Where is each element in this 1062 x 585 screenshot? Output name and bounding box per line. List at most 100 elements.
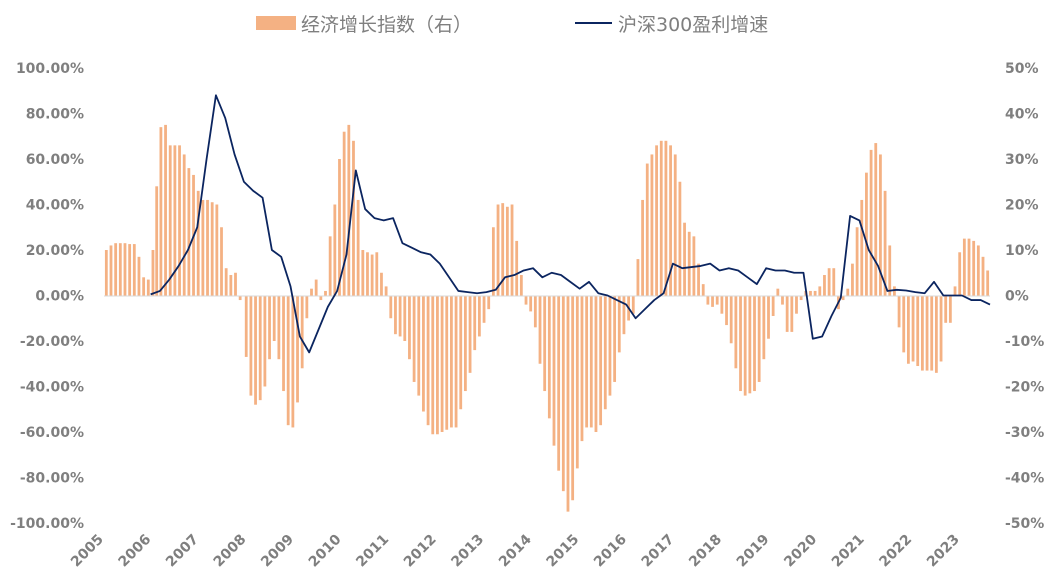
x-tick-label: 2013 [448,532,487,571]
bar [622,295,626,335]
legend-bar-label: 经济增长指数（右） [301,14,472,36]
bar [855,227,859,296]
bar [244,295,248,357]
bar [869,149,873,296]
right-tick-label: 50% [1005,61,1039,77]
bar [897,295,901,328]
bar [631,295,635,314]
bar [841,295,845,301]
x-tick-label: 2008 [211,532,250,571]
left-tick-label: 60.00% [26,152,84,168]
bar [650,154,654,296]
bar [575,295,579,469]
bar [860,199,864,296]
bar [422,295,425,412]
bar [962,238,966,296]
x-tick-label: 2014 [496,531,535,570]
bar [776,288,780,296]
bar [328,236,332,296]
x-tick-label: 2020 [781,531,820,570]
bar [123,243,127,296]
bar [533,295,537,328]
right-tick-label: 20% [1005,198,1039,214]
bar [389,295,393,319]
bar [790,295,794,332]
bar [529,295,533,312]
bar [543,295,547,392]
bar [846,288,850,296]
bar [906,295,910,364]
bar [720,295,724,314]
bar [557,295,561,471]
bar [827,268,831,296]
bar [305,295,309,319]
bar [687,231,691,296]
right-axis: 50% 40% 30% 20% 10% 0% -10% -20% -30% -40% -50% [1005,61,1044,532]
bar [566,295,570,512]
bar [314,279,318,296]
bar [613,295,617,382]
left-tick-label: -100.00% [10,516,84,532]
bar [818,286,822,296]
bar [282,295,285,392]
bar [375,252,379,296]
bar [450,295,453,428]
bar [813,290,817,296]
x-tick-label: 2018 [686,532,725,571]
bar [972,240,976,296]
bar [445,295,449,430]
bar [114,243,118,296]
bar [436,295,439,435]
bar [851,263,854,296]
bar [319,295,323,301]
bar [762,295,766,360]
bar [515,240,519,296]
bar [128,244,132,296]
bar [487,295,491,310]
bar [496,204,500,296]
bar [220,227,223,296]
bar [524,295,528,305]
bar [715,295,719,305]
right-tick-label: -30% [1005,425,1044,441]
bar [967,238,971,296]
bar [641,199,644,296]
bar [739,295,742,392]
bar [291,295,295,428]
bar [571,295,575,501]
x-tick-label: 2016 [591,532,630,571]
bar [920,295,924,371]
x-tick-label: 2019 [734,532,773,571]
bar [669,145,672,296]
bar [263,295,267,387]
bar [925,295,929,371]
bar [132,244,136,296]
bar [734,295,738,369]
bar [505,206,509,296]
bar [916,295,920,367]
bar [187,168,191,296]
left-tick-label: -40.00% [20,380,84,396]
bar [883,190,887,296]
bar [603,295,607,410]
bar [272,295,276,341]
bar [300,295,304,369]
bar [137,256,141,296]
bar-series [104,124,990,512]
bar [403,295,407,341]
bar [118,243,122,296]
bar [659,140,663,296]
legend-bar-swatch [256,16,296,30]
bar [151,250,155,296]
bar [809,290,812,296]
right-tick-label: -40% [1005,471,1044,487]
x-tick-label: 2012 [401,532,440,571]
bar [748,295,752,394]
bar [701,284,705,296]
bar [594,295,598,432]
bar [902,295,906,353]
bar [347,124,351,296]
bar [757,295,761,382]
bar [277,295,281,360]
